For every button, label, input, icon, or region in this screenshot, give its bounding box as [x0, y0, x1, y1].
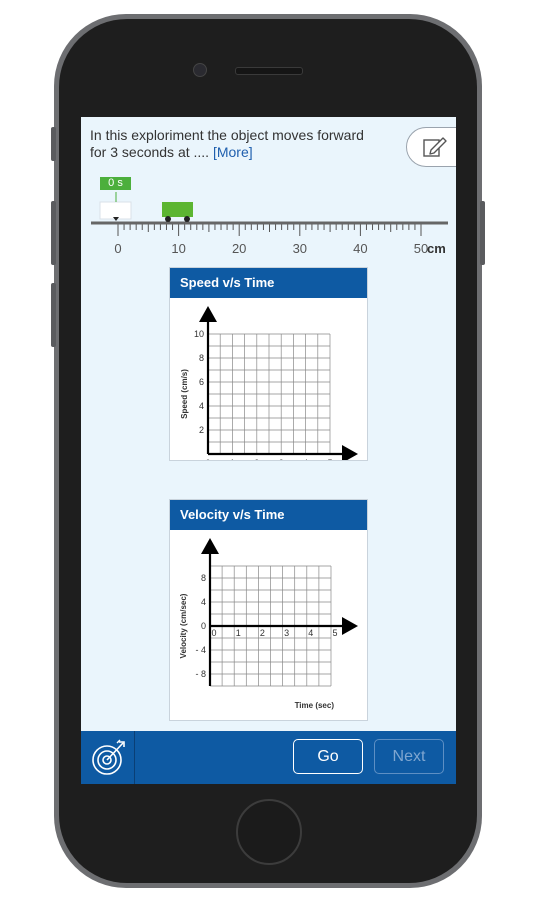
- front-camera: [193, 63, 207, 77]
- ruler-tick-label: 0: [114, 241, 121, 256]
- speed-chart-title: Speed v/s Time: [170, 268, 367, 298]
- x-tick-label: 2: [260, 628, 265, 638]
- mute-switch: [51, 127, 56, 161]
- x-tick-label: 0: [205, 458, 210, 460]
- ruler-tick-label: 30: [293, 241, 307, 256]
- x-tick-label: 1: [236, 628, 241, 638]
- notepad-button[interactable]: [406, 127, 456, 167]
- volume-up-button: [51, 201, 56, 265]
- ruler-tick-label: 40: [353, 241, 367, 256]
- home-button[interactable]: [236, 799, 302, 865]
- x-tick-label: 0: [211, 628, 216, 638]
- volume-down-button: [51, 283, 56, 347]
- ruler-labels: 0 10 20 30 40 50: [114, 241, 428, 256]
- y-tick-label: - 8: [195, 669, 206, 679]
- app-screen: In this exploriment the object moves for…: [81, 117, 456, 784]
- ruler-tick-label: 50: [414, 241, 428, 256]
- footer-bar: Go Next: [81, 731, 456, 784]
- x-tick-label: 5: [332, 628, 337, 638]
- ruler-tick-marks: [117, 224, 422, 236]
- prompt-text: In this exploriment the object moves for…: [90, 127, 364, 160]
- y-tick-label: 0: [201, 621, 206, 631]
- y-tick-label: 2: [199, 425, 204, 435]
- y-tick-label: 4: [201, 597, 206, 607]
- question-prompt: In this exploriment the object moves for…: [90, 127, 370, 161]
- target-arrow-icon: [92, 739, 125, 775]
- y-tick-label: 6: [199, 377, 204, 387]
- ruler-unit: cm: [427, 241, 446, 256]
- y-axis-arrow: [201, 538, 219, 554]
- y-axis-label: Speed (cm/s): [180, 369, 189, 419]
- moving-car[interactable]: [162, 202, 193, 222]
- next-button[interactable]: Next: [374, 739, 444, 774]
- y-axis-arrow: [199, 306, 217, 322]
- x-tick-label: 5: [327, 458, 332, 460]
- x-tick-label: 3: [284, 628, 289, 638]
- velocity-chart-graph[interactable]: 8 4 0 - 4 - 8 0 1 2 3 4 5 Time (sec) Velocity (cm/se…: [170, 530, 367, 720]
- y-tick-label: 8: [201, 573, 206, 583]
- x-axis-label: Time (sec): [295, 701, 335, 710]
- x-tick-label: 3: [279, 458, 284, 460]
- ruler-tick-label: 10: [171, 241, 185, 256]
- x-axis-arrow: [342, 445, 358, 463]
- start-marker: [99, 192, 132, 221]
- y-tick-label: 8: [199, 353, 204, 363]
- y-tick-label: - 4: [195, 645, 206, 655]
- target-button[interactable]: [81, 731, 135, 784]
- y-tick-label: 10: [194, 329, 204, 339]
- x-tick-label: 4: [303, 458, 308, 460]
- velocity-chart-title: Velocity v/s Time: [170, 500, 367, 530]
- go-button[interactable]: Go: [293, 739, 363, 774]
- velocity-chart-panel: Velocity v/s Time 8 4 0 - 4 - 8 0 1 2 3 4 5 Time (s…: [169, 499, 368, 721]
- speed-chart-graph[interactable]: 108642012345Time (s)Speed (cm/s): [170, 298, 367, 480]
- earpiece-speaker: [235, 67, 303, 75]
- distance-ruler: 0 10 20 30 40 50 cm: [91, 192, 448, 256]
- x-axis-arrow: [342, 617, 358, 635]
- time-badge: 0 s: [100, 177, 131, 190]
- more-link[interactable]: [More]: [212, 144, 253, 160]
- x-tick-label: 4: [308, 628, 313, 638]
- x-tick-label: 2: [254, 458, 259, 460]
- power-button: [480, 201, 485, 265]
- y-tick-label: 4: [199, 401, 204, 411]
- ruler-tick-label: 20: [232, 241, 246, 256]
- y-axis-label: Velocity (cm/sec): [179, 593, 188, 658]
- notepad-pencil-icon: [423, 137, 447, 157]
- x-tick-label: 1: [230, 458, 235, 460]
- speed-chart-panel: Speed v/s Time 108642012345Time (s)Speed…: [169, 267, 368, 480]
